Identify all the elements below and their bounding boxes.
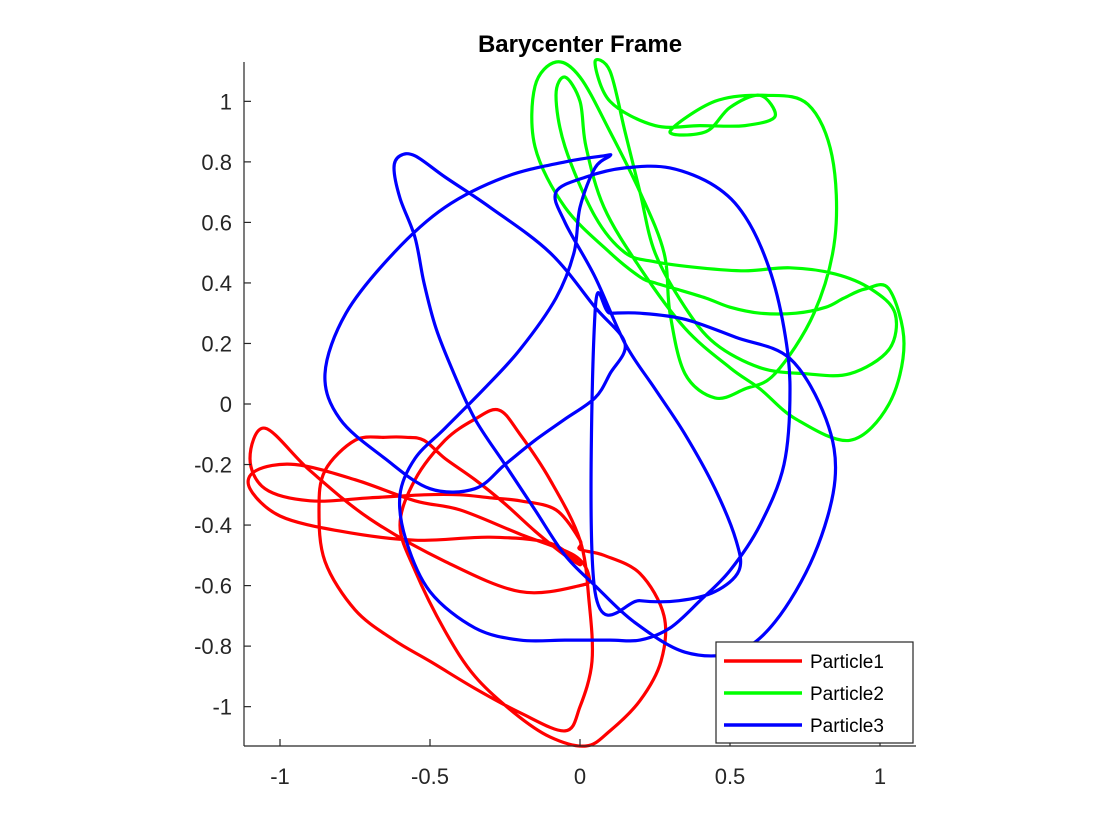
legend-label-particle2: Particle2 bbox=[810, 684, 884, 705]
y-tick-label: 0.4 bbox=[201, 271, 232, 296]
y-tick-label: -0.4 bbox=[194, 513, 232, 538]
y-tick-label: 1 bbox=[220, 89, 232, 114]
legend: Particle1 Particle2 Particle3 bbox=[715, 641, 914, 744]
y-tick-label: 0.6 bbox=[201, 210, 232, 235]
x-tick-label: -1 bbox=[270, 764, 290, 789]
legend-label-particle1: Particle1 bbox=[810, 652, 884, 673]
x-tick-label: 0 bbox=[574, 764, 586, 789]
series-line-particle3 bbox=[323, 152, 838, 658]
y-tick-label: 0 bbox=[220, 392, 232, 417]
x-tick-label: 0.5 bbox=[715, 764, 746, 789]
y-tick-label: -1 bbox=[212, 695, 232, 720]
y-tick-label: -0.6 bbox=[194, 574, 232, 599]
y-tick-label: 0.8 bbox=[201, 150, 232, 175]
series-line-particle1 bbox=[246, 407, 668, 748]
x-tick-label: -0.5 bbox=[411, 764, 449, 789]
y-tick-label: 0.2 bbox=[201, 331, 232, 356]
y-tick-label: -0.2 bbox=[194, 453, 232, 478]
y-tick-label: -0.8 bbox=[194, 634, 232, 659]
series-line-particle2 bbox=[530, 58, 906, 443]
axes-group: -1 -0.5 0 0.5 1 1 0.8 0.6 0.4 0.2 0 -0.2 -0.4 -0.6 -0.… bbox=[194, 62, 916, 789]
plot-series-group bbox=[246, 58, 906, 748]
legend-label-particle3: Particle3 bbox=[810, 716, 884, 737]
chart-title: Barycenter Frame bbox=[478, 31, 682, 58]
x-tick-label: 1 bbox=[874, 764, 886, 789]
